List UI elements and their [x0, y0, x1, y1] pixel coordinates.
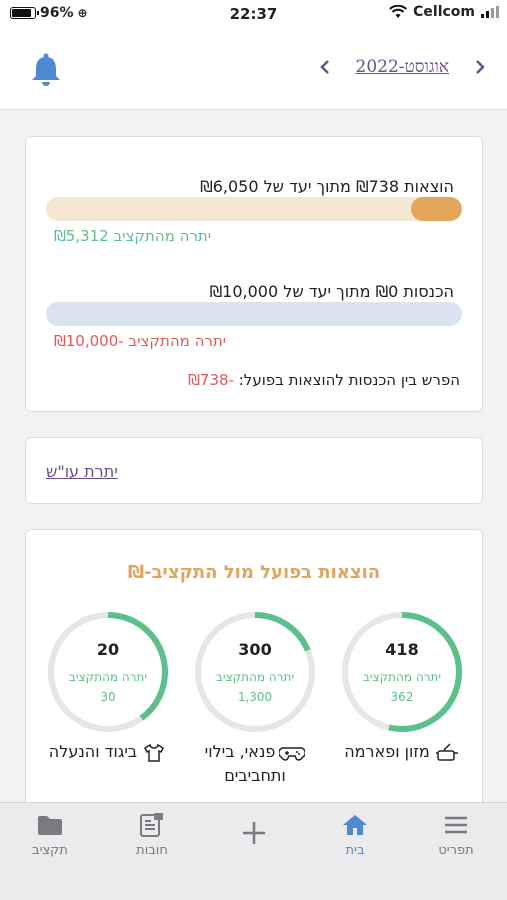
budget-vs-actual-title: הוצאות בפועל מול התקציב-₪ [127, 562, 381, 583]
gauge-spent-value: 418 [385, 640, 419, 659]
receipt-icon [140, 813, 163, 837]
account-balance-card: יתרת עו"ש [25, 437, 483, 504]
expenses-remaining-text: יתרה מהתקציב ₪5,312 [54, 227, 212, 245]
gauge-remaining-value: 362 [390, 690, 414, 704]
wifi-icon [389, 5, 408, 18]
gauge-ring [342, 612, 462, 732]
category-label-leisure: פנאי, בילוי ותחביבים [185, 740, 325, 788]
income-progress-bar [46, 302, 462, 326]
tab-budget[interactable]: תקציב [10, 811, 90, 858]
expenses-goal-text: הוצאות ₪738 מתוך יעד של ₪6,050 [200, 177, 454, 196]
status-bar: 96% ⊕ 22:37 Cellcom [0, 0, 507, 28]
category-label-food: מזון ופארמה [332, 740, 472, 764]
clock: 22:37 [229, 5, 278, 23]
gauge-remaining-label: יתרה מהתקציב [68, 670, 148, 684]
category-label-clothing: ביגוד והנעלה [38, 740, 178, 764]
bottom-tab-bar: תפריט בית חובות תקציב [0, 802, 507, 900]
tab-menu[interactable]: תפריט [416, 811, 496, 858]
tab-label: תקציב [32, 843, 68, 858]
income-expense-difference: הפרש בין הכנסות להוצאות בפועל: -₪738 [188, 371, 460, 389]
folder-icon [38, 816, 62, 835]
gauge-spent-value: 20 [96, 640, 120, 659]
gamepad-icon [279, 746, 306, 761]
category-gauge-leisure[interactable]: 300 יתרה מהתקציב 1,300 [193, 610, 317, 734]
battery-percent: 96% [40, 5, 74, 21]
shirt-icon [144, 743, 165, 762]
gauge-ring [195, 612, 315, 732]
battery-indicator: 96% ⊕ [10, 5, 88, 21]
income-remaining-text: יתרה מהתקציב -₪10,000 [54, 332, 227, 350]
tab-home[interactable]: בית [315, 811, 395, 858]
tab-debts[interactable]: חובות [112, 811, 192, 858]
difference-value: -₪738 [188, 371, 234, 389]
category-gauge-clothing[interactable]: 20 יתרה מהתקציב 30 [46, 610, 170, 734]
gauge-ring [48, 612, 168, 732]
menu-icon [445, 816, 467, 834]
battery-icon [10, 7, 39, 19]
expenses-progress-bar [46, 197, 462, 221]
gauge-remaining-value: 30 [100, 690, 116, 704]
gauge-remaining-value: 1,300 [237, 690, 273, 704]
network-indicator: Cellcom [389, 4, 499, 20]
budget-vs-actual-card: הוצאות בפועל מול התקציב-₪ 418 יתרה מהתקצ… [25, 529, 483, 809]
tab-label: בית [345, 843, 365, 858]
gauge-remaining-label: יתרה מהתקציב [362, 670, 442, 684]
difference-label: הפרש בין הכנסות להוצאות בפועל: [238, 371, 460, 389]
home-icon [343, 815, 367, 835]
month-selector[interactable]: אוגוסט-2022 [355, 57, 449, 77]
plus-icon [243, 822, 265, 844]
previous-month-button[interactable] [318, 56, 332, 78]
category-name: מזון ופארמה [344, 742, 430, 761]
rotation-lock-icon: ⊕ [77, 6, 88, 20]
budget-summary-card: הוצאות ₪738 מתוך יעד של ₪6,050 יתרה מהתק… [25, 136, 483, 412]
month-navigation: אוגוסט-2022 [318, 56, 487, 78]
carrier-name: Cellcom [413, 4, 475, 20]
app-header: אוגוסט-2022 [0, 28, 507, 110]
next-month-button[interactable] [473, 56, 487, 78]
tab-add[interactable] [214, 811, 294, 859]
expenses-progress-fill [411, 197, 462, 221]
notifications-bell-icon[interactable] [28, 52, 64, 88]
category-name: פנאי, בילוי ותחביבים [204, 742, 286, 785]
gauge-remaining-label: יתרה מהתקציב [215, 670, 295, 684]
income-goal-text: הכנסות ₪0 מתוך יעד של ₪10,000 [209, 282, 454, 301]
account-balance-link[interactable]: יתרת עו"ש [46, 462, 118, 481]
category-name: ביגוד והנעלה [48, 742, 138, 761]
signal-icon [481, 6, 499, 18]
tab-label: חובות [136, 843, 168, 858]
cooking-pot-icon [435, 742, 458, 761]
gauge-spent-value: 300 [238, 640, 272, 659]
tab-label: תפריט [438, 843, 474, 858]
category-gauge-food[interactable]: 418 יתרה מהתקציב 362 [340, 610, 464, 734]
chevron-left-icon [319, 60, 329, 74]
chevron-right-icon [476, 60, 485, 74]
